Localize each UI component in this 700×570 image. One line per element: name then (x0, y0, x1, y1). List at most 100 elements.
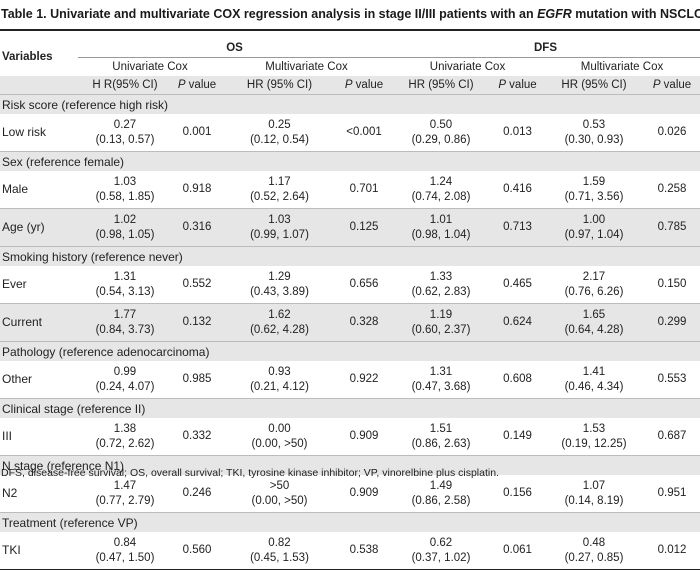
hr-cell: 1.03 (0.58, 1.85) (78, 171, 172, 209)
cell-value: 0.687 (657, 430, 687, 442)
os-multivariate-header: Multivariate Cox (265, 61, 348, 73)
cell-ci: (0.98, 1.04) (411, 228, 471, 241)
cell-ci: (0.14, 8.19) (564, 494, 624, 507)
p-value-cell: 0.553 (644, 361, 700, 399)
hr-cell: 0.53 (0.30, 0.93) (544, 114, 644, 152)
p-value-cell: 0.951 (644, 475, 700, 513)
cell-value: 0.001 (182, 126, 212, 138)
section-title: Risk score (reference high risk) (0, 94, 700, 114)
cell-value: >50 (269, 479, 290, 492)
hr-cell: 1.62 (0.62, 4.28) (222, 303, 337, 342)
p-value-cell: 0.299 (644, 303, 700, 342)
cell-value: 0.026 (657, 126, 687, 138)
cell-value: 0.538 (349, 544, 379, 556)
cell-ci: (0.84, 3.73) (95, 323, 155, 336)
table-row: Other 0.99 (0.24, 4.07) 0.985 0.93 (0.21, 4.1… (0, 361, 700, 399)
title-gene: EGFR (537, 7, 572, 21)
p-value-cell: 0.246 (172, 475, 222, 513)
p-value-cell: 0.909 (337, 475, 391, 513)
cell-ci: (0.62, 4.28) (250, 323, 309, 336)
p-value-cell: 0.132 (172, 303, 222, 342)
cell-value: 0.560 (182, 544, 212, 556)
cell-ci: (0.86, 2.63) (411, 437, 471, 450)
cell-value: 0.701 (349, 183, 379, 195)
hr-cell: 1.07 (0.14, 8.19) (544, 475, 644, 513)
cell-value: 0.48 (582, 536, 606, 549)
row-label: Current (0, 303, 78, 342)
cell-value: 1.03 (113, 175, 137, 188)
hr-cell: 1.53 (0.19, 12.25) (544, 418, 644, 456)
p-value-cell: 0.552 (172, 266, 222, 304)
cell-ci: (0.29, 0.86) (411, 133, 471, 146)
cell-value: 0.62 (429, 536, 453, 549)
cell-value: 0.25 (268, 118, 291, 131)
cell-value: 0.149 (503, 430, 532, 442)
p-value-cell: 0.013 (491, 114, 544, 152)
table-row: III 1.38 (0.72, 2.62) 0.332 0.00 (0.00, >50) 0… (0, 418, 700, 456)
hr-cell: 0.84 (0.47, 1.50) (78, 532, 172, 570)
os-uni-p-header: P value (172, 76, 222, 95)
section-title: Clinical stage (reference II) (0, 398, 700, 418)
p-value-cell: <0.001 (337, 114, 391, 152)
cell-value: 0.132 (182, 316, 212, 328)
cell-value: 1.24 (429, 175, 453, 188)
cell-ci: (0.76, 6.26) (564, 285, 624, 298)
cell-ci: (0.37, 1.02) (411, 551, 471, 564)
p-letter: P (177, 79, 186, 91)
cell-ci: (0.45, 1.53) (250, 551, 309, 564)
section-header-row: Treatment (reference VP) (0, 512, 700, 532)
cell-value: 0.299 (657, 316, 687, 328)
footnote: DFS, disease-free survival; OS, overall … (1, 467, 499, 479)
p-value-cell: 0.701 (337, 171, 391, 209)
section-header-row: Clinical stage (reference II) (0, 398, 700, 418)
cell-ci: (0.71, 3.56) (564, 190, 624, 203)
cell-value: 0.553 (657, 373, 687, 385)
hr-cell: 1.65 (0.64, 4.28) (544, 303, 644, 342)
cell-value: 0.624 (503, 316, 532, 328)
dfs-multi-hr-header: HR (95% CI) (544, 76, 644, 95)
section-title: Treatment (reference VP) (0, 512, 700, 532)
cell-value: 0.909 (349, 487, 379, 499)
cell-value: 0.82 (268, 536, 291, 549)
table-row: N2 1.47 (0.77, 2.79) 0.246 >50 (0.00, >50) 0.9… (0, 475, 700, 513)
hr-cell: 1.29 (0.43, 3.89) (222, 266, 337, 304)
cell-value: 1.38 (113, 422, 137, 435)
hr-cell: 0.00 (0.00, >50) (222, 418, 337, 456)
hr-cell: 0.99 (0.24, 4.07) (78, 361, 172, 399)
cell-ci: (0.46, 4.34) (564, 380, 624, 393)
cell-value: 1.07 (582, 479, 606, 492)
p-value-cell: 0.909 (337, 418, 391, 456)
p-value-cell: 0.608 (491, 361, 544, 399)
cell-value: 1.02 (113, 213, 137, 226)
title-suffix: mutation with NSCLC (571, 7, 700, 21)
cell-value: 0.150 (657, 278, 687, 290)
hr-cell: 1.33 (0.62, 2.83) (391, 266, 491, 304)
cell-ci: (0.52, 2.64) (250, 190, 309, 203)
cell-value: 0.951 (657, 487, 687, 499)
hr-cell: 0.25 (0.12, 0.54) (222, 114, 337, 152)
section-title: N stage (reference N1) (0, 455, 700, 475)
dfs-multi-p-header: P value (644, 76, 700, 95)
row-label: Low risk (2, 125, 47, 139)
p-value-cell: 0.316 (172, 208, 222, 247)
section-header-row: Risk score (reference high risk) (0, 94, 700, 114)
cell-value: 0.156 (503, 487, 532, 499)
p-value-cell: 0.125 (337, 208, 391, 247)
p-value-cell: 0.687 (644, 418, 700, 456)
cell-value: 0.061 (503, 544, 532, 556)
cell-value: 1.01 (429, 213, 453, 226)
cell-value: 0.713 (503, 221, 532, 233)
cell-value: 0.27 (113, 118, 137, 131)
cell-ci: (0.47, 1.50) (95, 551, 155, 564)
p-value-cell: 0.656 (337, 266, 391, 304)
p-value-cell: 0.560 (172, 532, 222, 570)
cell-value: 1.59 (582, 175, 606, 188)
cell-value: 0.608 (503, 373, 532, 385)
p-value-cell: 0.624 (491, 303, 544, 342)
cell-value: 0.985 (182, 373, 212, 385)
dfs-univariate-header: Univariate Cox (429, 61, 506, 73)
row-label: Age (yr) (0, 208, 78, 247)
cell-value: 1.33 (429, 270, 453, 283)
hr-cell: 1.00 (0.97, 1.04) (544, 208, 644, 247)
hr-cell: 0.48 (0.27, 0.85) (544, 532, 644, 570)
